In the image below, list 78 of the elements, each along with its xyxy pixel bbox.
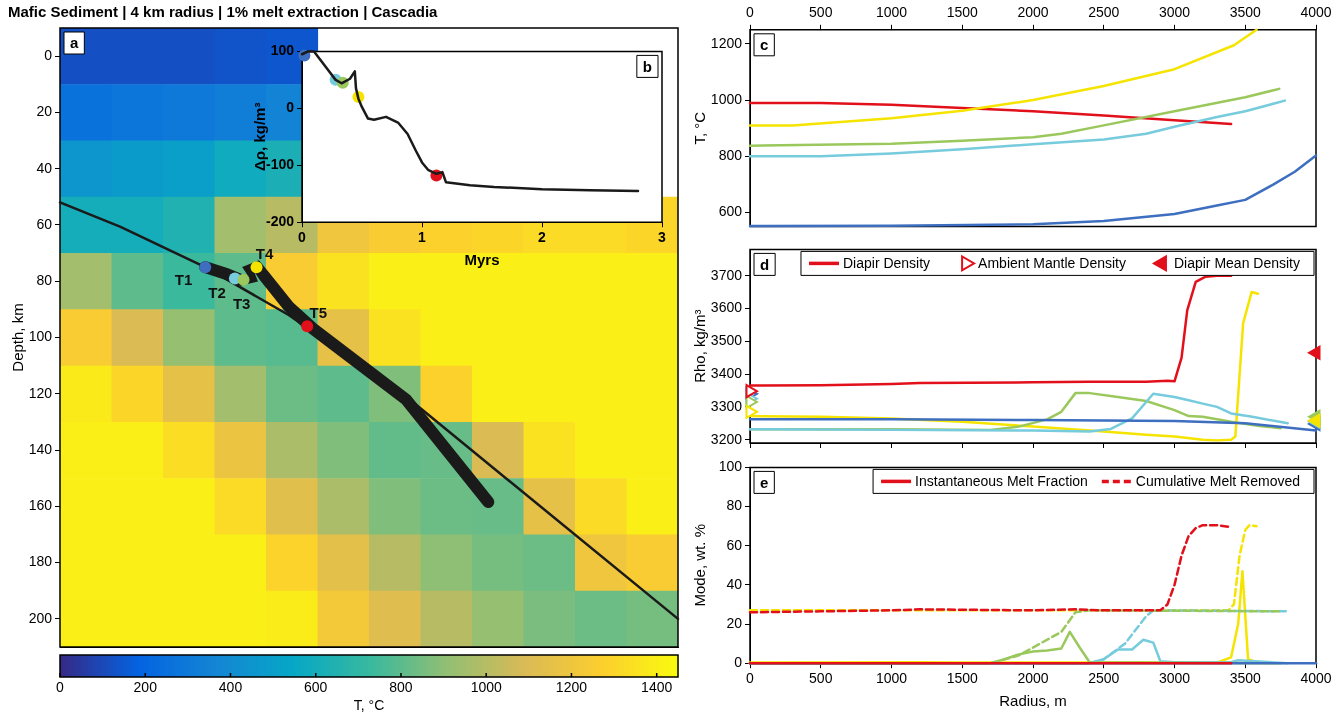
annotation: a bbox=[70, 34, 79, 52]
y-axis-title: Depth, km bbox=[9, 303, 27, 372]
x-tick-label: 0 bbox=[298, 229, 307, 246]
x-tick-label: 4000 bbox=[1300, 4, 1332, 21]
y-tick-label: 3400 bbox=[710, 364, 743, 381]
y-axis-title: Mode, wt. % bbox=[691, 524, 709, 607]
y-axis-title: T, °C bbox=[691, 111, 709, 145]
y-tick-label: 120 bbox=[28, 384, 53, 401]
x-tick-label: 500 bbox=[809, 4, 833, 21]
y-tick-label: 160 bbox=[28, 497, 53, 514]
x-tick-label: 0 bbox=[746, 670, 755, 687]
x-tick-label: 500 bbox=[809, 670, 833, 687]
y-tick-label: 80 bbox=[36, 272, 53, 289]
x-tick-label: 1500 bbox=[946, 4, 979, 21]
y-tick-label: 60 bbox=[726, 536, 743, 553]
y-tick-label: 0 bbox=[44, 47, 53, 63]
legend-label: Cumulative Melt Removed bbox=[1135, 473, 1300, 490]
x-tick-label: 1000 bbox=[875, 670, 908, 687]
y-tick-label: 0 bbox=[734, 654, 743, 671]
x-tick-label: 2000 bbox=[1017, 670, 1049, 687]
chart-title: Mafic Sediment | 4 km radius | 1% melt extraction | Cascadia bbox=[8, 3, 439, 21]
x-tick-label: 3000 bbox=[1158, 4, 1191, 21]
y-tick-label: 600 bbox=[718, 203, 743, 220]
y-tick-label: 180 bbox=[28, 553, 53, 570]
y-tick-label: 1000 bbox=[710, 90, 743, 107]
color-bar-label: 200 bbox=[133, 678, 158, 695]
legend-label: Ambient Mantle Density bbox=[978, 255, 1126, 272]
y-tick-label: -200 bbox=[265, 213, 295, 230]
y-tick-label: 100 bbox=[718, 458, 743, 475]
x-tick-label: 2500 bbox=[1088, 670, 1120, 687]
annotation: c bbox=[760, 35, 769, 53]
color-bar-label: 800 bbox=[389, 678, 413, 695]
y-tick-label: 80 bbox=[726, 497, 743, 514]
x-tick-label: 1 bbox=[418, 229, 427, 246]
color-bar-label: 600 bbox=[304, 678, 328, 695]
y-tick-label: 800 bbox=[718, 147, 743, 164]
y-tick-label: 3500 bbox=[710, 332, 743, 349]
y-tick-label: 3300 bbox=[710, 397, 743, 414]
color-bar-label: 400 bbox=[218, 678, 243, 695]
x-tick-label: 0 bbox=[746, 4, 755, 21]
y-tick-label: 200 bbox=[28, 609, 53, 626]
y-tick-label: 100 bbox=[28, 328, 53, 345]
annotation: T1 bbox=[174, 271, 193, 289]
y-tick-label: 100 bbox=[270, 42, 295, 59]
y-tick-label: 3200 bbox=[710, 430, 743, 447]
y-tick-label: 20 bbox=[726, 614, 743, 631]
y-tick-label: 0 bbox=[286, 99, 295, 116]
legend-label: Instantaneous Melt Fraction bbox=[915, 473, 1088, 490]
annotation: b bbox=[642, 57, 652, 75]
color-bar-title: T, °C bbox=[353, 696, 385, 713]
x-axis-title: Radius, m bbox=[999, 692, 1067, 710]
x-tick-label: 2500 bbox=[1088, 4, 1120, 21]
y-tick-label: 40 bbox=[36, 159, 53, 176]
x-tick-label: 3 bbox=[658, 229, 667, 246]
annotation: T4 bbox=[255, 244, 274, 262]
y-axis-title: Δρ, kg/m³ bbox=[251, 102, 269, 171]
x-tick-label: 1500 bbox=[946, 670, 979, 687]
y-tick-label: 40 bbox=[726, 575, 743, 592]
x-tick-label: 1000 bbox=[875, 4, 908, 21]
y-tick-label: 60 bbox=[36, 215, 53, 232]
x-tick-label: 4000 bbox=[1300, 670, 1332, 687]
color-bar-label: 1200 bbox=[555, 678, 588, 695]
legend-label: Diapir Density bbox=[842, 255, 931, 272]
y-tick-label: 3600 bbox=[710, 299, 743, 316]
legend-label: Diapir Mean Density bbox=[1173, 255, 1301, 272]
y-tick-label: 140 bbox=[28, 440, 53, 457]
x-tick-label: 3500 bbox=[1229, 4, 1262, 21]
x-tick-label: 3500 bbox=[1229, 670, 1262, 687]
y-tick-label: 1200 bbox=[710, 34, 743, 51]
annotation: e bbox=[760, 473, 769, 491]
x-tick-label: 3000 bbox=[1158, 670, 1191, 687]
y-tick-label: 3700 bbox=[710, 266, 743, 283]
x-tick-label: 2 bbox=[538, 229, 547, 246]
color-bar-label: 1400 bbox=[641, 678, 673, 695]
y-tick-label: 20 bbox=[36, 103, 53, 120]
y-axis-title: Rho, kg/m³ bbox=[691, 309, 709, 383]
x-tick-label: 2000 bbox=[1017, 4, 1049, 21]
annotation: d bbox=[760, 255, 770, 273]
